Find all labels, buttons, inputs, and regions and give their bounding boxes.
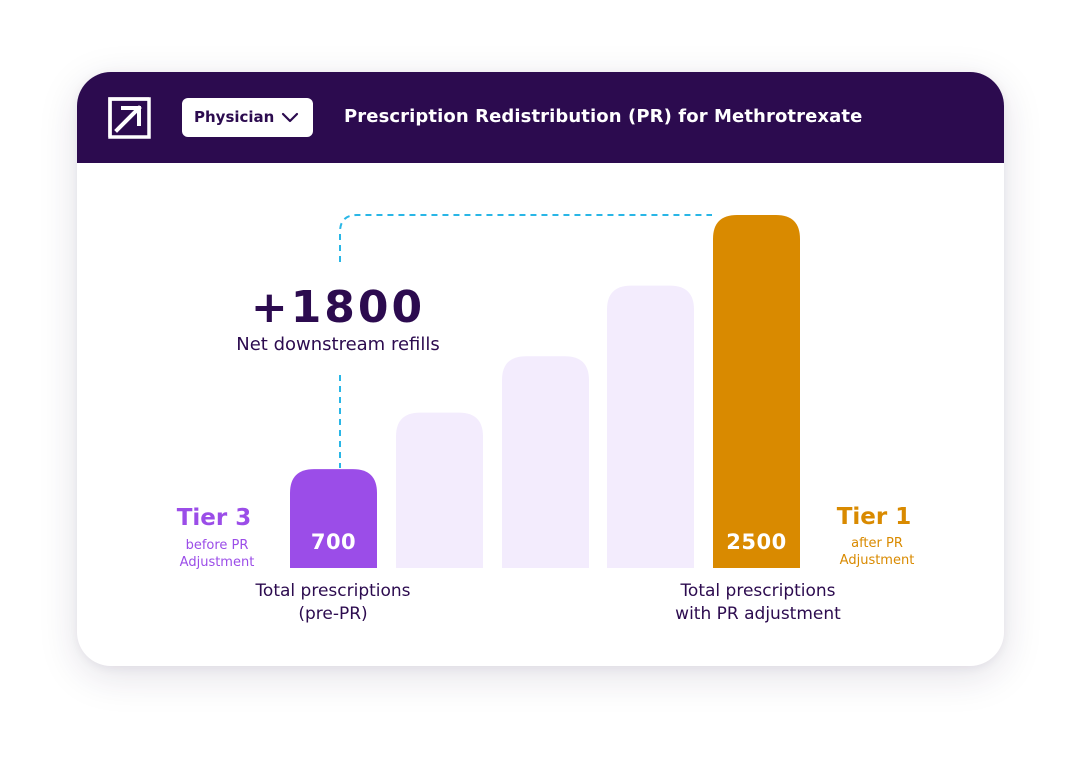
caption-pre-pr-line2: (pre-PR) [298, 604, 368, 624]
tier-3-subtitle: before PR Adjustment [164, 537, 270, 571]
bar-value-label-post: 2500 [726, 530, 787, 554]
card: Physician Prescription Redistribution (P… [77, 72, 1004, 666]
bar-value-label-pre: 700 [310, 530, 357, 554]
role-dropdown[interactable]: Physician [182, 98, 313, 137]
tier-3-subtitle-line2: Adjustment [179, 555, 255, 570]
net-refills-value: +1800 [250, 282, 426, 333]
tier-1-subtitle-line1: after PR [851, 536, 903, 551]
arrow-out-box-icon [108, 97, 151, 139]
caption-pre-pr-line1: Total prescriptions [255, 581, 411, 601]
net-refills-caption: Net downstream refills [236, 334, 440, 355]
tier-1-subtitle-line2: Adjustment [839, 553, 915, 568]
caption-with-pr: Total prescriptions with PR adjustment [658, 580, 858, 626]
caption-with-pr-line2: with PR adjustment [675, 604, 841, 624]
role-dropdown-label: Physician [194, 108, 275, 126]
tier-3-title: Tier 3 [176, 505, 252, 531]
caption-with-pr-line1: Total prescriptions [680, 581, 836, 601]
tier-3-subtitle-line1: before PR [185, 538, 249, 553]
chevron-down-icon [281, 112, 299, 123]
caption-pre-pr: Total prescriptions (pre-PR) [233, 580, 433, 626]
tier-1-title: Tier 1 [836, 504, 912, 530]
tier-1-subtitle: after PR Adjustment [824, 535, 930, 569]
header-bar: Physician Prescription Redistribution (P… [77, 72, 1004, 163]
page-title: Prescription Redistribution (PR) for Met… [344, 106, 863, 127]
